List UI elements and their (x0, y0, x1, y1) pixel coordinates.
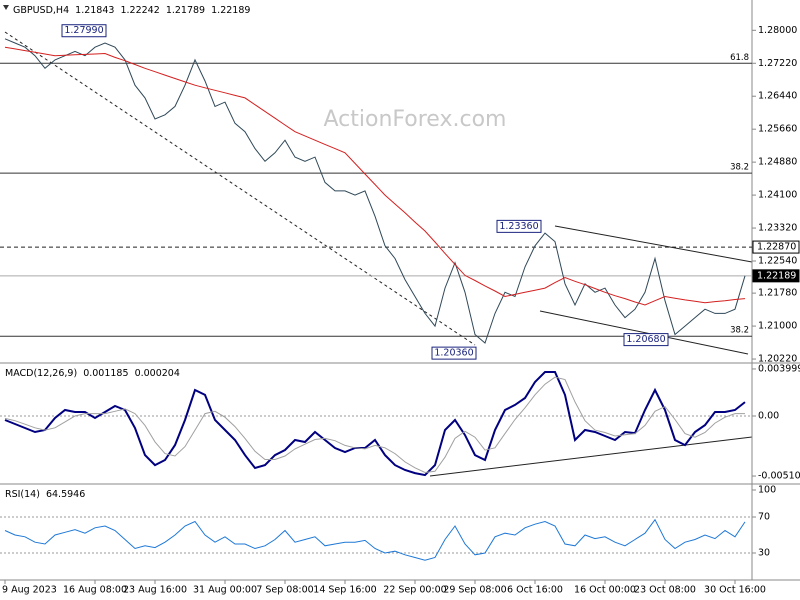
x-tick-label: 30 Oct 16:00 (704, 585, 766, 596)
title-value: 0.001185 (83, 368, 128, 379)
channel-line (554, 225, 753, 263)
x-tick-label: 14 Sep 16:00 (313, 585, 376, 596)
watermark: ActionForex.com (324, 107, 507, 132)
annotation-box (623, 333, 669, 347)
annotation-label: 1.23360 (499, 221, 538, 232)
symbol-icon (3, 5, 9, 10)
annotation-box (431, 346, 477, 360)
annotation-label: 1.20360 (434, 348, 473, 359)
macd-title: MACD(12,26,9) 0.001185 0.000204 (5, 368, 180, 379)
series-line (4, 376, 745, 474)
fib-label: 38.2 (730, 326, 749, 336)
series-line (4, 518, 746, 561)
rsi-title: RSI(14) 64.5946 (5, 489, 85, 500)
y-tick-label: -0.005103 (758, 471, 800, 482)
annotation-box (496, 219, 542, 233)
y-tick-label: 1.24100 (758, 190, 797, 201)
title-value: 64.5946 (46, 489, 85, 500)
title: MACD(12,26,9) (5, 368, 77, 379)
fib-label: 38.2 (730, 163, 749, 173)
x-tick-label: 6 Oct 16:00 (507, 585, 563, 596)
price-box (752, 269, 800, 283)
low: 1.21789 (166, 5, 205, 16)
y-tick-label: 1.24880 (758, 157, 797, 168)
symbol: GBPUSD,H4 (13, 5, 69, 16)
close: 1.22189 (211, 5, 250, 16)
macd-trend-line (429, 436, 753, 477)
y-tick-label: 0.00 (758, 411, 779, 422)
x-tick-label: 7 Sep 08:00 (256, 585, 313, 596)
title: RSI(14) (5, 489, 40, 500)
title-value: 0.000204 (135, 368, 180, 379)
series-line (4, 38, 746, 344)
y-tick-label: 1.21000 (758, 321, 797, 332)
x-tick-label: 22 Sep 00:00 (383, 585, 446, 596)
fib-label: 61.8 (730, 53, 749, 63)
x-tick-label: 23 Aug 16:00 (123, 585, 187, 596)
y-tick-label: 1.26440 (758, 91, 797, 102)
y-tick-label: 1.25660 (758, 124, 797, 135)
y-tick-label: 1.23320 (758, 223, 797, 234)
annotation-box (61, 24, 107, 38)
header: GBPUSD,H4 1.21843 1.22242 1.21789 1.2218… (13, 5, 250, 16)
y-tick-label: 1.27220 (758, 58, 797, 69)
y-tick-label: 1.21780 (758, 288, 797, 299)
high: 1.22242 (120, 5, 159, 16)
series-line (4, 46, 746, 306)
y-tick-label: 100 (758, 485, 776, 496)
open: 1.21843 (75, 5, 114, 16)
x-tick-label: 9 Aug 2023 (2, 585, 57, 596)
price-box-label: 1.22870 (757, 242, 796, 253)
annotation-label: 1.27990 (64, 25, 103, 36)
y-tick-label: 30 (758, 548, 770, 559)
y-tick-label: 1.28000 (758, 25, 797, 36)
y-tick-label: 0.003999 (758, 363, 800, 374)
price-box-label: 1.22189 (757, 270, 796, 281)
price-box (752, 240, 800, 254)
annotation-label: 1.20680 (626, 334, 665, 345)
y-tick-label: 70 (758, 512, 770, 523)
x-tick-label: 29 Sep 08:00 (443, 585, 506, 596)
y-tick-label: 1.22540 (758, 256, 797, 267)
x-tick-label: 16 Oct 00:00 (574, 585, 636, 596)
channel-line (539, 310, 749, 355)
x-tick-label: 23 Oct 08:00 (634, 585, 696, 596)
series-line (4, 371, 746, 477)
trend-line (4, 31, 476, 346)
x-tick-label: 31 Aug 00:00 (193, 585, 257, 596)
y-tick-label: 1.20220 (758, 354, 797, 365)
x-tick-label: 16 Aug 08:00 (63, 585, 127, 596)
